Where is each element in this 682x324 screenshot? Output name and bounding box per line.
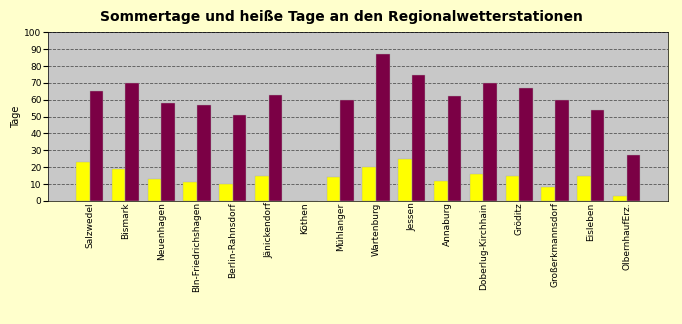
Bar (577, 176, 591, 201)
Bar (89, 91, 103, 201)
Bar (398, 159, 412, 201)
Bar (434, 181, 447, 201)
Bar (219, 184, 233, 201)
Y-axis label: Tage: Tage (12, 105, 21, 128)
Bar (613, 196, 627, 201)
Bar (147, 179, 161, 201)
Bar (255, 176, 269, 201)
Bar (470, 174, 484, 201)
Bar (542, 187, 555, 201)
Bar (183, 182, 197, 201)
Bar (327, 177, 340, 201)
Bar (125, 83, 139, 201)
Bar (412, 75, 426, 201)
Bar (76, 162, 89, 201)
Bar (627, 156, 640, 201)
Bar (484, 83, 497, 201)
Bar (197, 105, 211, 201)
Bar (376, 54, 389, 201)
Bar (555, 100, 569, 201)
Bar (362, 167, 376, 201)
Bar (447, 97, 461, 201)
Bar (340, 100, 354, 201)
Bar (591, 110, 604, 201)
Bar (519, 88, 533, 201)
Bar (505, 176, 519, 201)
Bar (269, 95, 282, 201)
Text: Sommertage und heiße Tage an den Regionalwetterstationen: Sommertage und heiße Tage an den Regiona… (100, 10, 582, 24)
Bar (161, 103, 175, 201)
Bar (233, 115, 246, 201)
Bar (112, 169, 125, 201)
